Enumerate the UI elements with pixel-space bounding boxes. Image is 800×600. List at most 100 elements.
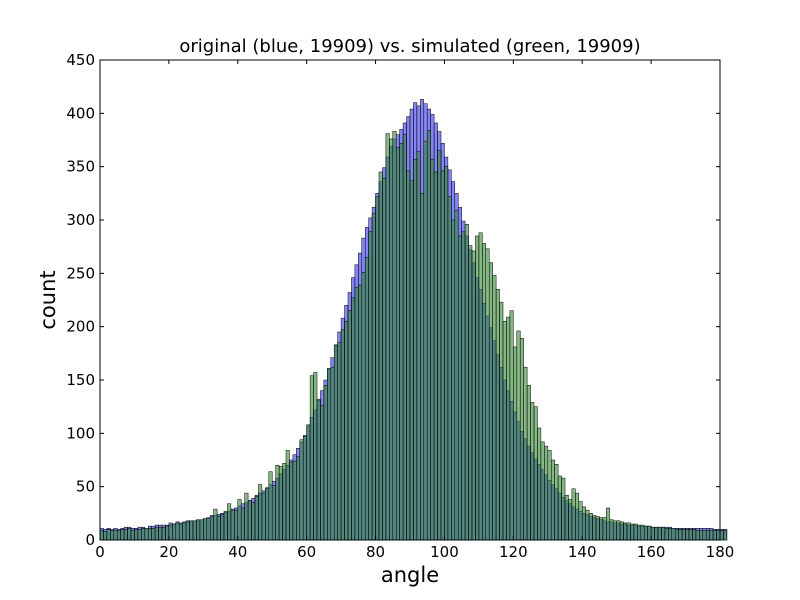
bar-series-2: [571, 488, 576, 541]
y-tick-label: 250: [66, 264, 95, 282]
bar-series-2: [702, 530, 707, 541]
bar-series-2: [240, 507, 245, 541]
bar-series-2: [482, 243, 487, 541]
bar-series-2: [389, 138, 394, 541]
bar-series-2: [392, 131, 397, 541]
bar-series-2: [585, 509, 590, 541]
bar-series-2: [557, 475, 562, 541]
bar-series-2: [461, 231, 466, 541]
bar-series-2: [547, 450, 552, 541]
bar-series-2: [609, 519, 614, 541]
x-tick-label: 180: [706, 543, 735, 561]
bar-series-2: [657, 526, 662, 541]
bar-series-2: [699, 530, 704, 541]
bar-series-2: [330, 366, 335, 541]
bar-series-2: [99, 530, 104, 541]
bar-series-2: [578, 501, 583, 541]
bar-series-2: [468, 245, 473, 541]
bar-series-2: [358, 284, 363, 541]
bar-series-2: [640, 524, 645, 541]
bar-series-2: [344, 321, 349, 541]
bar-series-2: [440, 170, 445, 541]
bar-series-2: [575, 492, 580, 541]
bar-series-2: [172, 523, 177, 541]
bar-series-2: [299, 439, 304, 541]
bar-series-2: [251, 502, 256, 541]
bar-series-2: [488, 262, 493, 541]
bar-series-2: [716, 530, 721, 541]
bar-series-2: [664, 528, 669, 541]
bar-series-2: [296, 456, 301, 541]
bar-series-2: [340, 329, 345, 541]
bar-series-2: [540, 441, 545, 541]
bar-series-2: [492, 275, 497, 541]
bar-series-2: [333, 345, 338, 541]
bar-series-2: [161, 526, 166, 541]
y-tick-label: 450: [66, 51, 95, 69]
x-axis-label: angle: [381, 563, 439, 587]
bar-series-2: [464, 224, 469, 541]
bar-series-2: [647, 525, 652, 541]
bar-series-2: [113, 530, 118, 541]
bar-series-2: [499, 301, 504, 541]
bar-series-2: [223, 510, 228, 541]
bar-series-2: [275, 465, 280, 541]
bar-series-2: [654, 526, 659, 541]
bar-series-2: [554, 464, 559, 541]
bar-series-2: [416, 151, 421, 541]
bar-series-2: [723, 530, 728, 541]
bar-series-2: [705, 530, 710, 541]
bar-series-2: [612, 520, 617, 541]
bar-series-2: [351, 297, 356, 541]
bar-series-2: [234, 509, 239, 541]
y-tick-label: 50: [76, 478, 95, 496]
bar-series-2: [619, 521, 624, 541]
bar-series-2: [254, 496, 259, 541]
bar-series-2: [509, 310, 514, 541]
y-tick-label: 100: [66, 424, 95, 442]
bar-series-2: [137, 529, 142, 541]
bar-series-2: [475, 235, 480, 541]
bar-series-2: [550, 459, 555, 541]
bar-series-2: [230, 509, 235, 541]
chart-title: original (blue, 19909) vs. simulated (gr…: [179, 36, 640, 57]
y-tick-label: 400: [66, 104, 95, 122]
bar-series-2: [451, 219, 456, 541]
bar-series-2: [712, 530, 717, 541]
bar-series-2: [168, 524, 173, 541]
bar-series-2: [426, 130, 431, 541]
bar-series-2: [564, 494, 569, 541]
bar-series-2: [692, 529, 697, 541]
bar-series-2: [127, 528, 132, 541]
bar-series-2: [199, 519, 204, 541]
bar-series-2: [588, 513, 593, 541]
bar-series-2: [409, 180, 414, 541]
bar-series-2: [568, 499, 573, 541]
bar-series-2: [457, 235, 462, 541]
y-axis-label: count: [36, 270, 60, 329]
bar-series-2: [213, 508, 218, 541]
bar-series-2: [220, 514, 225, 541]
bar-series-2: [602, 517, 607, 541]
bar-series-2: [354, 286, 359, 541]
y-tick-label: 200: [66, 318, 95, 336]
bar-series-2: [144, 528, 149, 541]
bar-series-2: [320, 405, 325, 541]
bar-series-2: [327, 368, 332, 541]
bar-series-2: [688, 529, 693, 541]
bar-series-2: [361, 272, 366, 541]
y-tick-label: 300: [66, 211, 95, 229]
bar-series-2: [175, 522, 180, 541]
bar-series-2: [537, 427, 542, 541]
bar-series-2: [375, 196, 380, 541]
bar-series-2: [495, 289, 500, 541]
bar-series-2: [630, 523, 635, 541]
bar-series-2: [681, 529, 686, 541]
bar-series-2: [371, 213, 376, 541]
bar-series-2: [506, 316, 511, 541]
bar-series-2: [306, 424, 311, 541]
bar-series-2: [633, 523, 638, 541]
bar-series-2: [437, 150, 442, 541]
bar-series-2: [544, 445, 549, 541]
